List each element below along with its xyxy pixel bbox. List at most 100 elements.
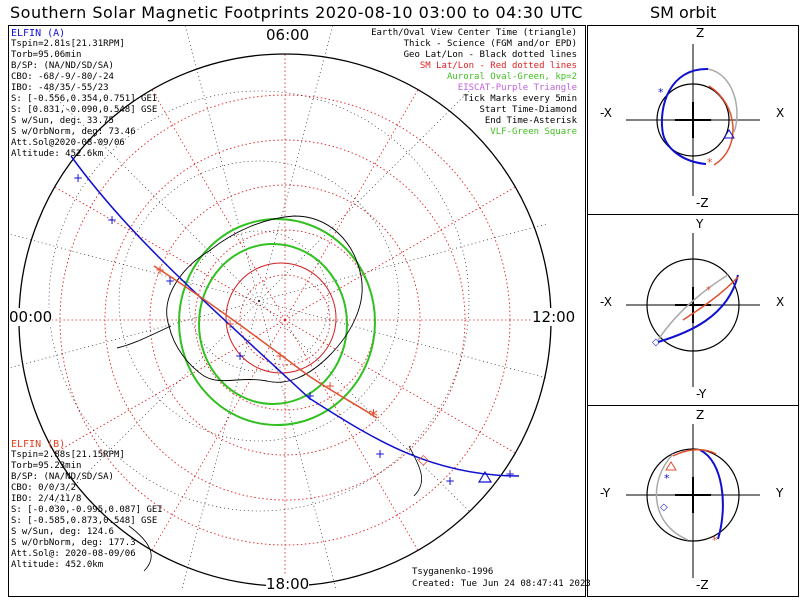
footprint-plot: +++++++ +++++*◇ bbox=[9, 26, 552, 591]
view-center-triangle bbox=[477, 470, 493, 483]
sm-lon-line bbox=[284, 319, 516, 454]
elfin-a-info-line: Tspin=2.81s[21.31RPM] bbox=[11, 39, 125, 49]
elfin-b-info: ELFIN (B) Tspin=2.88s[21.15RPM] Torb=95.2… bbox=[11, 439, 163, 571]
geo-lat-circle bbox=[188, 230, 330, 372]
svg-text:*: * bbox=[712, 534, 718, 547]
orbit-yz-right-label: Y bbox=[776, 486, 784, 500]
elfin-b-end-asterisk: * bbox=[369, 406, 378, 427]
orbit-xz-bottom-label: -Z bbox=[696, 196, 709, 210]
legend-item: End Time-Asterisk bbox=[484, 116, 577, 126]
elfin-b-info-line: Altitude: 452.0km bbox=[11, 560, 104, 570]
orbit-yz-left-label: -Y bbox=[600, 486, 611, 500]
elfin-a-tick: + bbox=[375, 447, 385, 461]
auroral-oval-inner bbox=[198, 243, 348, 405]
elfin-a-info-line: Torb=95.06min bbox=[11, 50, 82, 60]
orbit-yz-b-track bbox=[672, 449, 717, 457]
elfin-a-name: ELFIN (A) bbox=[11, 28, 66, 39]
orbit-plot-yz: * * ◇ bbox=[626, 424, 760, 578]
orbit-title: SM orbit bbox=[650, 3, 717, 22]
elfin-a-info-line: S w/Sun, deg: 33.75 bbox=[11, 116, 114, 126]
legend-item: VLF-Green Square bbox=[490, 127, 577, 137]
peninsula-coastline bbox=[116, 325, 172, 349]
elfin-a-info-line: Altitude: 452.6km bbox=[11, 149, 104, 159]
orbit-xz-left-label: -X bbox=[600, 106, 612, 120]
legend-item: Auroral Oval-Green, kp=2 bbox=[446, 72, 577, 82]
footprint-map: + + + + + + + + + + + + * ◇ 06:00 00:00 12:00 18:00 E… bbox=[8, 25, 591, 597]
hour-label-bottom: 18:00 bbox=[266, 575, 310, 593]
svg-text:◇: ◇ bbox=[652, 337, 660, 348]
orbit-a-track bbox=[661, 67, 709, 165]
elfin-b-tick: + bbox=[325, 379, 335, 393]
sm-lon-line bbox=[54, 319, 286, 454]
nz-coastline bbox=[408, 445, 423, 497]
elfin-a-tick: + bbox=[73, 171, 83, 185]
page-title: Southern Solar Magnetic Footprints 2020-… bbox=[10, 3, 583, 22]
elfin-a-info-line: Att.Sol@2020-08-09/06 bbox=[11, 138, 125, 148]
hour-label-left: 00:00 bbox=[9, 308, 53, 326]
africa-coastline bbox=[128, 525, 152, 572]
orbit-a-return bbox=[707, 68, 738, 133]
elfin-b-start-diamond: ◇ bbox=[418, 452, 429, 468]
hour-label-right: 12:00 bbox=[532, 308, 576, 326]
orbit-xy-a-track bbox=[657, 274, 739, 343]
hour-label-top: 06:00 bbox=[266, 26, 310, 44]
elfin-a-info-line: S w/OrbNorm, deg: 73.46 bbox=[11, 127, 136, 137]
legend-item: Earth/Oval View Center Time (triangle) bbox=[371, 28, 577, 38]
svg-text:*: * bbox=[707, 156, 713, 169]
geo-lat-circle bbox=[48, 90, 470, 512]
legend: Earth/Oval View Center Time (triangle) Th… bbox=[371, 28, 577, 138]
legend-item: Thick - Science (FGM and/or EPD) bbox=[403, 39, 577, 49]
orbit-xy-left-label: -X bbox=[600, 295, 612, 309]
elfin-a-info-line: CBO: -68/-9/-80/-24 bbox=[11, 72, 114, 82]
svg-text:*: * bbox=[658, 86, 664, 99]
elfin-b-name: ELFIN (B) bbox=[11, 439, 66, 450]
created-label: Created: Tue Jun 24 08:47:41 2023 bbox=[412, 579, 591, 589]
elfin-a-tick: + bbox=[235, 349, 245, 363]
orbit-panel-xy: * ◇ Y -Y -X X bbox=[587, 214, 799, 406]
elfin-b-info-line: S: [-0.030,-0.995,0.087] GEI bbox=[11, 505, 163, 515]
elfin-a-track bbox=[70, 155, 520, 477]
legend-item: Start Time-Diamond bbox=[479, 105, 577, 115]
geo-lon-line bbox=[258, 300, 472, 514]
sm-lon-line bbox=[284, 319, 419, 551]
orbit-b-track bbox=[708, 85, 734, 166]
antarctica-coastline bbox=[166, 215, 363, 383]
elfin-a-tick: + bbox=[107, 213, 117, 227]
geo-lon-line bbox=[258, 300, 549, 379]
sm-lon-line bbox=[284, 186, 516, 321]
elfin-b-track bbox=[153, 265, 378, 419]
orbit-yz-a-track bbox=[699, 449, 724, 540]
geo-lon-line bbox=[185, 26, 260, 302]
orbit-xy-right-label: X bbox=[776, 295, 785, 309]
elfin-b-info-line: S w/OrbNorm, deg: 177.3 bbox=[11, 538, 136, 548]
geo-lat-circle bbox=[118, 160, 400, 442]
geo-lon-line bbox=[258, 26, 333, 302]
orbit-xz-top-label: Z bbox=[696, 26, 705, 40]
elfin-a-tick: + bbox=[305, 389, 315, 403]
elfin-a-tick: + bbox=[505, 467, 515, 481]
svg-text:*: * bbox=[706, 285, 711, 296]
orbit-panel-xz: * * Z -Z -X X bbox=[587, 25, 799, 215]
legend-item: EISCAT-Purple Triangle bbox=[457, 83, 577, 93]
orbit-xy-b-track bbox=[682, 276, 739, 321]
elfin-a-tick: + bbox=[445, 474, 455, 488]
elfin-a-info: ELFIN (A) Tspin=2.81s[21.31RPM] Torb=95.0… bbox=[11, 28, 157, 160]
orbit-xy-top-label: Y bbox=[696, 217, 704, 231]
orbit-xy-return bbox=[657, 274, 729, 341]
orbit-plot-xz: * * bbox=[626, 44, 760, 196]
orbit-plot-xy: * ◇ bbox=[626, 233, 760, 387]
elfin-b-info-line: IBO: 2/4/11/8 bbox=[11, 494, 82, 504]
orbit-xy-bottom-label: -Y bbox=[696, 387, 707, 401]
elfin-b-info-line: CBO: 0/0/3/2 bbox=[11, 483, 77, 493]
elfin-b-tick: + bbox=[155, 263, 165, 277]
legend-item: Tick Marks every 5min bbox=[463, 94, 577, 104]
elfin-b-info-line: Tspin=2.88s[21.15RPM] bbox=[11, 450, 125, 460]
elfin-a-tick: + bbox=[165, 274, 175, 288]
sm-lat-circle bbox=[149, 184, 421, 456]
orbit-xz-right-label: X bbox=[776, 106, 785, 120]
elfin-b-tick: + bbox=[275, 349, 285, 363]
orbit-yz-return bbox=[655, 453, 689, 541]
orbit-panel-yz: * * ◇ Z -Z -Y Y bbox=[587, 405, 799, 597]
orbit-yz-top-label: Z bbox=[696, 408, 705, 422]
geo-lon-line bbox=[9, 233, 260, 302]
